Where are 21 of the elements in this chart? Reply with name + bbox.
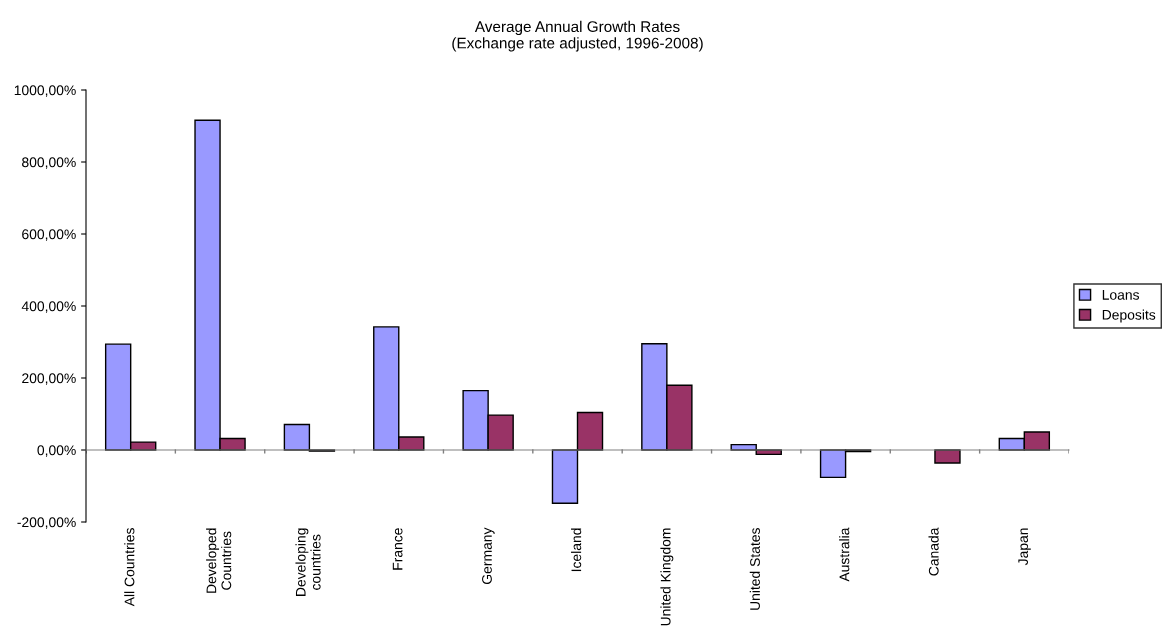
y-tick-label: 1000,00%: [14, 85, 76, 97]
y-tick-label: 800,00%: [22, 157, 76, 169]
x-tick-label: Iceland: [571, 528, 582, 572]
y-tick-label: 400,00%: [21, 301, 76, 313]
y-tick-label: 0,00%: [37, 445, 76, 457]
legend-label: Loans: [1102, 290, 1140, 300]
legend-label: Deposits: [1102, 309, 1156, 323]
x-tick-label: Developed Countries: [206, 528, 232, 593]
y-tick-label: -200,00%: [17, 517, 76, 529]
x-tick-label: Developing countries: [295, 528, 321, 596]
x-tick-label: All Countries: [124, 528, 135, 607]
x-tick-label: France: [392, 528, 403, 570]
x-tick-label: Canada: [928, 527, 939, 576]
x-tick-label: Japan: [1018, 528, 1031, 566]
x-tick-label: United States: [749, 528, 760, 610]
x-tick-label: Germany: [482, 527, 495, 584]
chart-title: Average Annual Growth Rates (Exchange rate adjusted, 1996-2008): [452, 20, 703, 52]
y-tick-label: 200,00%: [22, 373, 76, 385]
y-tick-label: 600,00%: [22, 229, 76, 241]
x-tick-label: Australia: [839, 527, 850, 582]
x-tick-label: United Kingdom: [660, 528, 674, 626]
